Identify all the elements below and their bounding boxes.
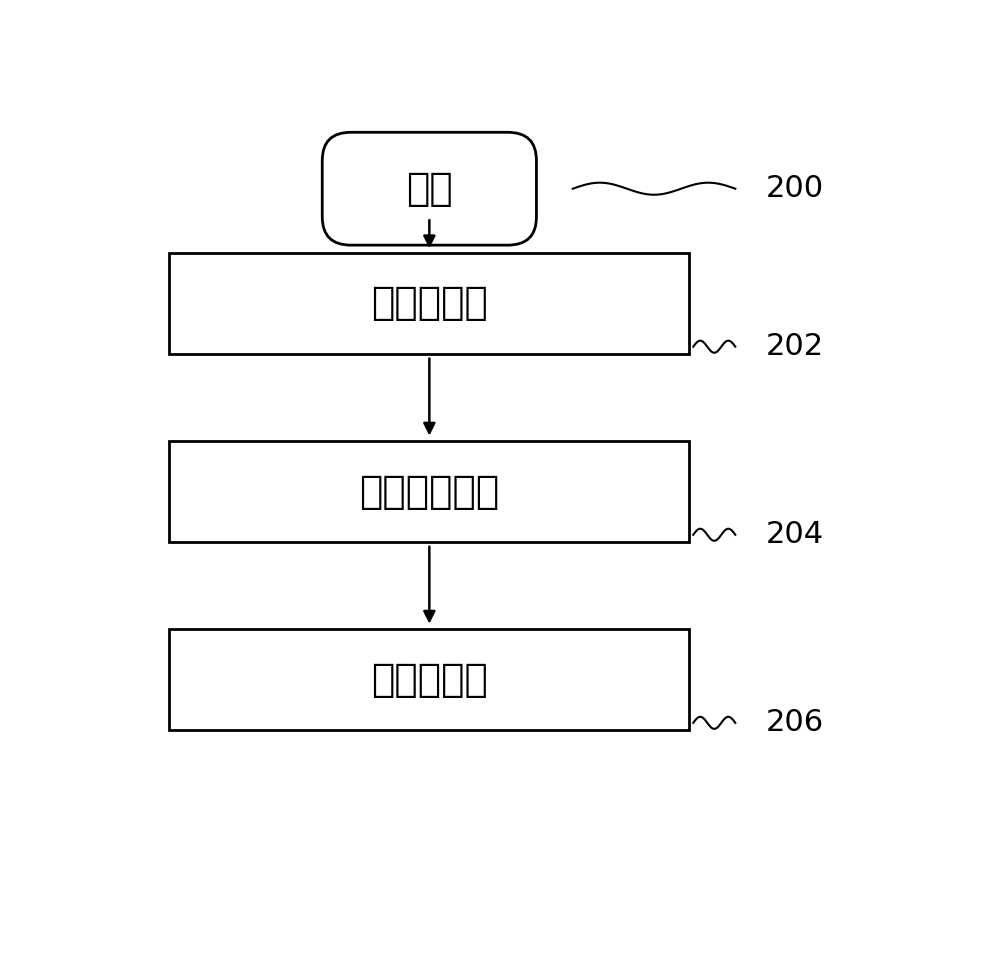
Text: 202: 202 bbox=[765, 332, 823, 361]
FancyBboxPatch shape bbox=[321, 132, 536, 245]
Text: 回转率控制: 回转率控制 bbox=[371, 660, 487, 699]
Bar bbox=[170, 253, 688, 355]
Bar bbox=[170, 441, 688, 542]
Bar bbox=[170, 629, 688, 731]
Text: 206: 206 bbox=[765, 708, 823, 738]
Text: 粗频率选择: 粗频率选择 bbox=[371, 284, 487, 322]
Text: 脉冲宽度控制: 脉冲宽度控制 bbox=[359, 473, 499, 511]
Text: 204: 204 bbox=[765, 521, 823, 549]
Text: 200: 200 bbox=[765, 174, 823, 203]
Text: 开始: 开始 bbox=[405, 170, 453, 208]
